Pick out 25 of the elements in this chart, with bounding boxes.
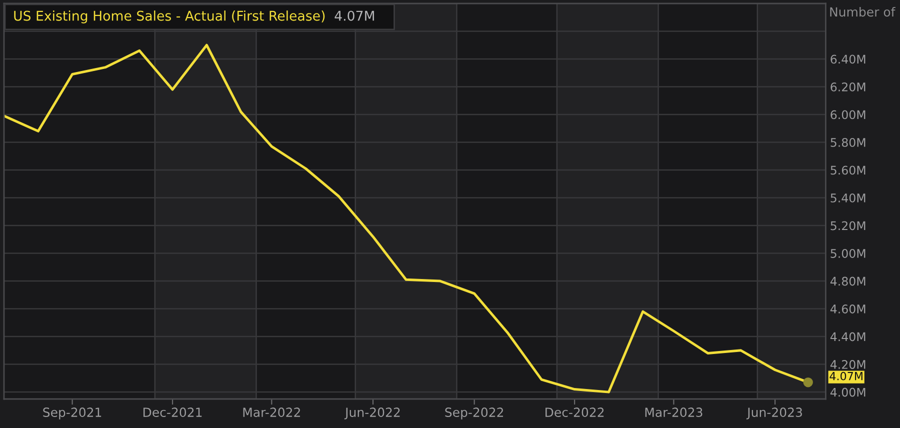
y-tick-label: 5.20M (830, 221, 866, 230)
y-tick-label: 4.60M (830, 304, 866, 314)
y-tick-label: 4.20M (830, 360, 866, 369)
y-tick-label: 5.40M (830, 194, 866, 202)
y-tick-label: 6.40M (830, 54, 866, 64)
x-tick-label: Dec-2021 (143, 408, 202, 418)
x-tick-label: Mar-2023 (645, 408, 702, 418)
y-tick-label: 4.80M (830, 276, 866, 286)
y-tick-label: 5.00M (830, 249, 866, 258)
x-tick-label: Sep-2021 (43, 408, 102, 420)
y-axis-title: Number of (830, 6, 896, 17)
y-tick-label: 5.80M (830, 138, 866, 147)
y-tick-label: 5.60M (830, 166, 866, 175)
x-tick-label: Mar-2022 (243, 408, 300, 418)
y-tick-label: 6.20M (830, 82, 866, 92)
y-tick-label: 6.00M (830, 110, 866, 120)
y-tick-label: 4.40M (830, 332, 866, 342)
chart-subtitle: 4.07M (334, 10, 374, 21)
x-tick-label: Jun-2022 (344, 408, 400, 420)
text: US Existing Home Sales - Actual (First Release) (14, 10, 325, 24)
annotation: 4.07M (830, 372, 862, 380)
y-tick-label: 4.00M (830, 388, 866, 397)
x-tick-label: Dec-2022 (546, 408, 604, 418)
x-tick-label: Sep-2022 (445, 408, 504, 420)
x-tick-label: Jun-2023 (746, 408, 802, 420)
